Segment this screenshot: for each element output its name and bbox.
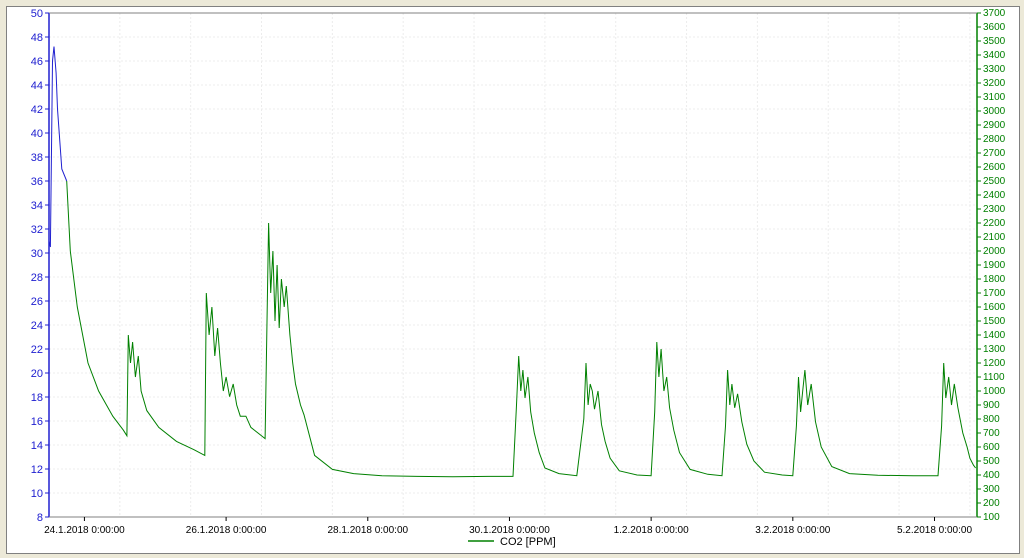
right-axis-tick-label: 2200 [983,218,1006,229]
right-axis-tick-label: 2400 [983,190,1006,201]
left-axis-tick-label: 26 [31,296,43,308]
right-axis-tick-label: 3000 [983,106,1006,117]
right-axis-tick-label: 2500 [983,176,1006,187]
left-axis-tick-label: 34 [31,200,43,212]
left-axis-tick-label: 24 [31,320,43,332]
right-axis-tick-label: 200 [983,498,1000,509]
right-axis-tick-label: 1100 [983,372,1005,383]
x-axis-tick-label: 30.1.2018 0:00:00 [469,525,550,536]
right-axis-tick-label: 100 [983,512,1000,523]
left-axis-tick-label: 38 [31,152,43,164]
right-axis-tick-label: 1800 [983,274,1006,285]
right-axis-tick-label: 3200 [983,78,1006,89]
x-axis-tick-label: 26.1.2018 0:00:00 [186,525,267,536]
left-axis-tick-label: 32 [31,224,43,236]
left-axis-tick-label: 42 [31,104,43,116]
right-axis-tick-label: 1700 [983,288,1006,299]
left-axis-tick-label: 14 [31,440,43,452]
right-axis-tick-label: 500 [983,456,1000,467]
left-axis-tick-label: 48 [31,32,43,44]
right-axis-tick-label: 1200 [983,358,1006,369]
right-axis-tick-label: 900 [983,400,1000,411]
x-axis-tick-label: 24.1.2018 0:00:00 [44,525,125,536]
right-axis-tick-label: 3700 [983,8,1006,19]
right-axis-tick-label: 800 [983,414,1000,425]
left-axis-tick-label: 46 [31,56,43,68]
right-axis-tick-label: 3600 [983,22,1006,33]
right-axis-tick-label: 3500 [983,36,1006,47]
right-axis-tick-label: 3100 [983,92,1006,103]
left-axis-tick-label: 40 [31,128,43,140]
chart-svg: 8 10 12 14 16 18 20 22 24 26 28 30 32 34 36 38 40 42 44 46 4… [7,7,1019,553]
left-axis-tick-label: 30 [31,248,43,260]
right-axis-tick-label: 2600 [983,162,1006,173]
right-axis-tick-label: 300 [983,484,1000,495]
right-axis-tick-label: 1300 [983,344,1006,355]
right-axis-tick-label: 2700 [983,148,1006,159]
left-axis-tick-label: 36 [31,176,43,188]
right-axis-tick-label: 700 [983,428,1000,439]
legend-label: CO2 [PPM] [500,536,556,548]
x-axis-tick-label: 28.1.2018 0:00:00 [327,525,408,536]
right-axis-tick-label: 2300 [983,204,1006,215]
right-axis-tick-label: 3300 [983,64,1006,75]
x-axis-tick-label: 3.2.2018 0:00:00 [755,525,831,536]
right-axis-tick-label: 2900 [983,120,1006,131]
left-axis-tick-label: 16 [31,416,43,428]
left-axis-tick-label: 18 [31,392,43,404]
right-axis-tick-label: 1600 [983,302,1006,313]
left-axis-tick-label: 28 [31,272,43,284]
co2-chart: 8 10 12 14 16 18 20 22 24 26 28 30 32 34 36 38 40 42 44 46 4… [6,6,1020,554]
x-axis-tick-label: 5.2.2018 0:00:00 [897,525,973,536]
left-axis-tick-label: 8 [37,512,43,524]
right-axis-tick-label: 1400 [983,330,1006,341]
right-axis-tick-label: 1900 [983,260,1006,271]
left-axis-tick-label: 20 [31,368,43,380]
left-axis-tick-label: 12 [31,464,43,476]
right-axis-tick-label: 3400 [983,50,1006,61]
right-axis-tick-label: 400 [983,470,1000,481]
right-axis-tick-label: 2800 [983,134,1006,145]
x-axis-tick-label: 1.2.2018 0:00:00 [614,525,690,536]
right-axis-tick-label: 2100 [983,232,1006,243]
left-axis-tick-label: 22 [31,344,43,356]
right-axis-tick-label: 1500 [983,316,1006,327]
left-axis-tick-label: 44 [31,80,43,92]
right-axis-tick-label: 1000 [983,386,1006,397]
left-axis-tick-label: 50 [31,8,43,20]
right-axis-tick-label: 600 [983,442,1000,453]
left-axis-tick-label: 10 [31,488,43,500]
right-axis-tick-label: 2000 [983,246,1006,257]
